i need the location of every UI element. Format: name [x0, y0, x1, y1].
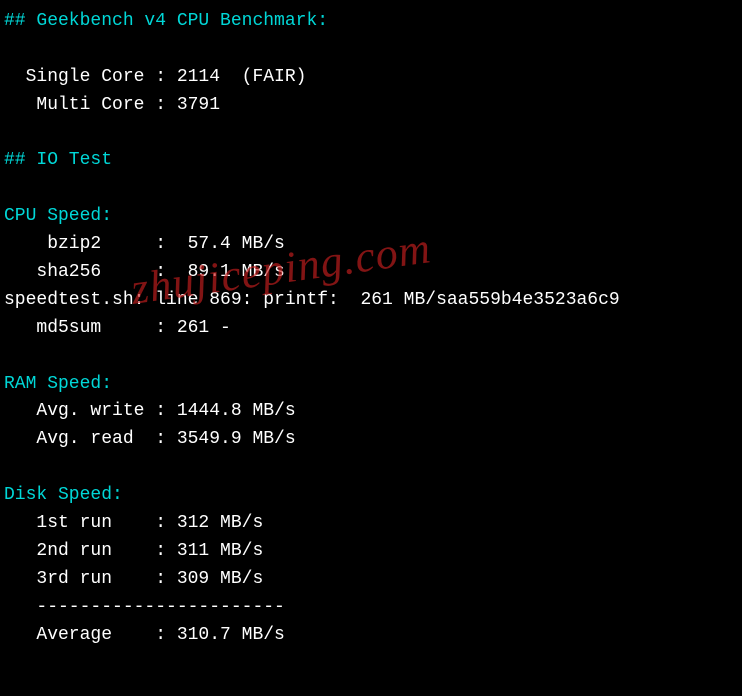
- run2-label: 2nd run :: [4, 541, 166, 561]
- multi-core-value: 3791: [166, 95, 220, 115]
- speedtest-error-line: speedtest.sh: line 869: printf: 261 MB/s…: [4, 290, 620, 310]
- md5sum-value: 261 -: [166, 318, 231, 338]
- single-core-value: 2114 (FAIR): [166, 67, 306, 87]
- average-value: 310.7 MB/s: [166, 625, 285, 645]
- bzip2-label: bzip2 :: [4, 234, 166, 254]
- terminal-output: ## Geekbench v4 CPU Benchmark: Single Co…: [0, 0, 742, 657]
- single-core-label: Single Core :: [4, 67, 166, 87]
- run2-value: 311 MB/s: [166, 541, 263, 561]
- run1-label: 1st run :: [4, 513, 166, 533]
- geekbench-header: ## Geekbench v4 CPU Benchmark:: [4, 11, 328, 31]
- ram-read-label: Avg. read :: [4, 429, 166, 449]
- sha256-value: 89.1 MB/s: [166, 262, 285, 282]
- io-test-header: ## IO Test: [4, 150, 112, 170]
- run3-value: 309 MB/s: [166, 569, 263, 589]
- run3-label: 3rd run :: [4, 569, 166, 589]
- disk-speed-label: Disk Speed:: [4, 485, 123, 505]
- md5sum-label: md5sum :: [4, 318, 166, 338]
- ram-speed-label: RAM Speed:: [4, 374, 112, 394]
- separator-line: -----------------------: [4, 597, 285, 617]
- sha256-label: sha256 :: [4, 262, 166, 282]
- bzip2-value: 57.4 MB/s: [166, 234, 285, 254]
- average-label: Average :: [4, 625, 166, 645]
- ram-write-value: 1444.8 MB/s: [166, 401, 296, 421]
- multi-core-label: Multi Core :: [4, 95, 166, 115]
- run1-value: 312 MB/s: [166, 513, 263, 533]
- ram-write-label: Avg. write :: [4, 401, 166, 421]
- cpu-speed-label: CPU Speed:: [4, 206, 112, 226]
- ram-read-value: 3549.9 MB/s: [166, 429, 296, 449]
